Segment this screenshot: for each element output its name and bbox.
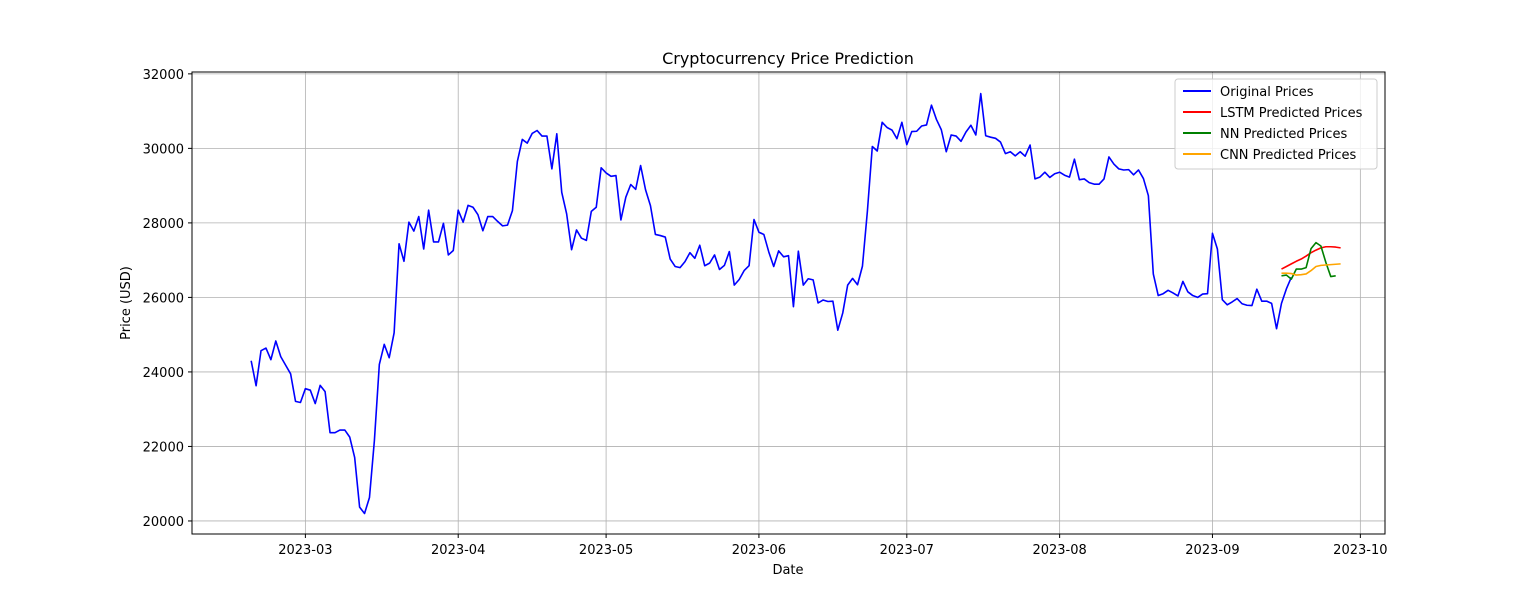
series-line-1 [250, 92, 1293, 515]
legend: Original Prices LSTM Predicted Prices NN P… [1174, 78, 1378, 170]
y-axis-label: Price (USD) [119, 266, 134, 340]
y-tick-label: 32000 [143, 68, 184, 83]
y-tick-label: 30000 [143, 142, 184, 157]
x-tick-label: 2023-06 [732, 543, 786, 558]
y-tick-label: 26000 [143, 291, 184, 306]
x-tick-label: 2023-09 [1185, 543, 1239, 558]
legend-label: LSTM Predicted Prices [1220, 106, 1363, 121]
x-axis-label: Date [772, 563, 803, 578]
x-tick-label: 2023-07 [880, 543, 934, 558]
x-tick-label: 2023-03 [278, 543, 332, 558]
y-tick-label: 20000 [143, 515, 184, 530]
chart-title: Cryptocurrency Price Prediction [662, 49, 914, 68]
plot-frame [191, 71, 1386, 535]
series-line-4 [1281, 263, 1341, 276]
y-tick-label: 24000 [143, 366, 184, 381]
axis-ticks: 2023-03 2023-04 2023-05 2023-06 2023-07 2023-… [143, 68, 1388, 558]
x-tick-label: 2023-10 [1333, 543, 1387, 558]
x-tick-label: 2023-08 [1032, 543, 1086, 558]
legend-box [1174, 78, 1378, 170]
x-tick-label: 2023-04 [431, 543, 485, 558]
y-tick-label: 22000 [143, 440, 184, 455]
legend-label: CNN Predicted Prices [1220, 148, 1357, 163]
y-tick-label: 28000 [143, 217, 184, 232]
legend-label: Original Prices [1220, 85, 1314, 100]
series-lines [250, 92, 1341, 515]
x-tick-label: 2023-05 [579, 543, 633, 558]
series-line-2 [1281, 245, 1341, 270]
legend-label: NN Predicted Prices [1220, 127, 1347, 142]
